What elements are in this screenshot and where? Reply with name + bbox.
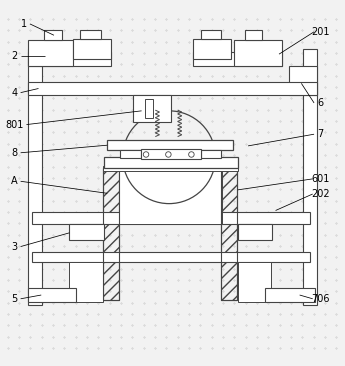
Text: 3: 3: [11, 242, 18, 251]
Text: 601: 601: [311, 174, 329, 184]
Bar: [193, 52, 283, 66]
Circle shape: [143, 152, 149, 157]
Bar: [220, 168, 237, 300]
Bar: [245, 30, 262, 40]
Bar: [80, 30, 101, 39]
Bar: [201, 150, 221, 158]
Text: 2: 2: [11, 51, 18, 61]
Text: 4: 4: [11, 87, 18, 98]
Bar: [234, 40, 283, 66]
Bar: [28, 49, 42, 305]
Bar: [32, 212, 310, 224]
Bar: [28, 40, 73, 66]
Bar: [69, 262, 103, 302]
Text: 801: 801: [5, 120, 23, 130]
Bar: [120, 150, 141, 158]
Bar: [28, 52, 111, 66]
Bar: [119, 169, 222, 224]
Bar: [220, 168, 237, 300]
Bar: [104, 157, 238, 168]
Bar: [45, 30, 61, 40]
Bar: [238, 262, 272, 302]
Bar: [28, 288, 76, 302]
Text: 706: 706: [311, 294, 329, 304]
Text: 6: 6: [317, 98, 323, 108]
Bar: [289, 66, 317, 96]
Text: 201: 201: [311, 27, 329, 37]
Bar: [303, 49, 317, 305]
Bar: [145, 99, 152, 118]
Text: 5: 5: [11, 294, 18, 304]
Bar: [103, 166, 238, 171]
Text: 1: 1: [21, 19, 27, 29]
Circle shape: [189, 152, 194, 157]
Bar: [103, 168, 119, 300]
Bar: [133, 95, 171, 122]
Bar: [193, 39, 231, 59]
Text: 202: 202: [311, 189, 329, 199]
Bar: [238, 224, 272, 240]
Bar: [141, 149, 201, 159]
Bar: [28, 82, 317, 96]
Bar: [32, 252, 310, 262]
Bar: [265, 288, 315, 302]
Text: A: A: [11, 176, 18, 186]
Bar: [69, 224, 104, 240]
Text: 7: 7: [317, 129, 323, 139]
Bar: [107, 141, 233, 150]
Text: 8: 8: [11, 148, 18, 158]
Bar: [201, 30, 221, 39]
Bar: [103, 168, 119, 300]
Circle shape: [166, 152, 171, 157]
Bar: [73, 39, 111, 59]
